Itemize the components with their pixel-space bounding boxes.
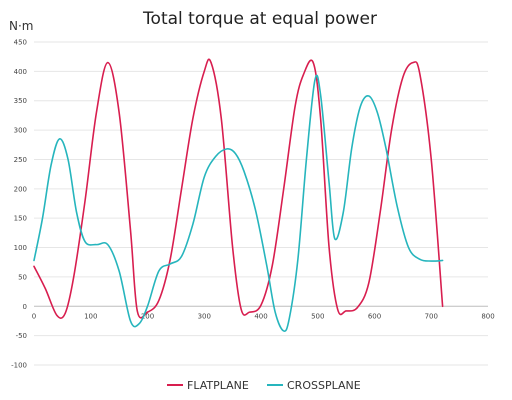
x-tick-label: 200 [141, 312, 154, 320]
x-tick-label: 400 [254, 312, 267, 320]
x-axis-tick-labels: 0 100 200 300 400 500 600 700 800 [32, 312, 495, 320]
legend-item-flatplane: FLATPLANE [167, 379, 249, 392]
y-tick-label: 0 [23, 303, 27, 311]
x-tick-label: 800 [481, 312, 494, 320]
legend-label: FLATPLANE [187, 379, 249, 392]
y-axis-tick-labels: -100 -50 0 50 100 150 200 250 300 350 400 450 [11, 39, 27, 370]
legend: FLATPLANE CROSSPLANE [167, 379, 361, 392]
y-tick-label: 100 [14, 244, 27, 252]
y-axis-unit-label: N·m [9, 19, 33, 33]
x-tick-label: 100 [84, 312, 97, 320]
x-tick-label: 600 [368, 312, 381, 320]
y-tick-label: 50 [18, 273, 27, 281]
x-tick-label: 500 [311, 312, 324, 320]
y-tick-label: 150 [14, 215, 27, 223]
y-tick-label: 350 [14, 97, 27, 105]
gridlines [34, 41, 488, 366]
y-tick-label: 200 [14, 185, 27, 193]
x-tick-label: 300 [198, 312, 211, 320]
y-tick-label: 400 [14, 68, 27, 76]
series-line-crossplane [33, 74, 444, 332]
series-line-flatplane [33, 58, 444, 319]
y-tick-label: -100 [11, 362, 27, 370]
legend-item-crossplane: CROSSPLANE [267, 379, 361, 392]
series-lines [33, 58, 444, 332]
y-tick-label: -50 [16, 332, 27, 340]
x-tick-label: 0 [32, 312, 36, 320]
y-tick-label: 300 [14, 127, 27, 135]
y-tick-label: 450 [14, 39, 27, 47]
y-tick-label: 250 [14, 156, 27, 164]
chart-title: Total torque at equal power [142, 9, 377, 29]
x-tick-label: 700 [425, 312, 438, 320]
legend-label: CROSSPLANE [287, 379, 361, 392]
